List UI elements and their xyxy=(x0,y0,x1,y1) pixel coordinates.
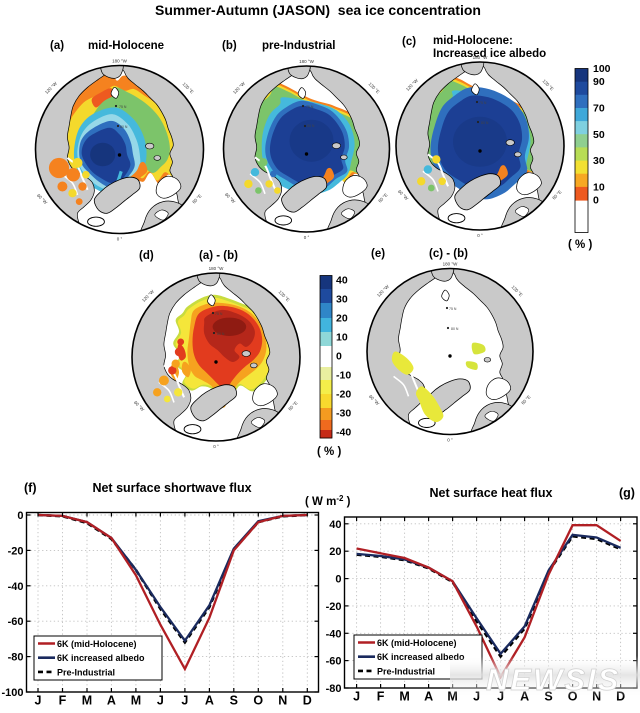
svg-text:80 N: 80 N xyxy=(120,125,128,129)
svg-text:-60: -60 xyxy=(8,616,24,628)
svg-text:D: D xyxy=(303,694,312,708)
svg-text:180 °W: 180 °W xyxy=(299,59,315,64)
svg-text:-60: -60 xyxy=(326,656,342,668)
svg-text:Pre-Industrial: Pre-Industrial xyxy=(377,666,435,676)
svg-text:-10: -10 xyxy=(336,370,351,382)
svg-text:75 N: 75 N xyxy=(306,105,314,109)
svg-text:-40: -40 xyxy=(8,581,24,593)
svg-text:75 N: 75 N xyxy=(215,312,223,316)
svg-text:180 °W: 180 °W xyxy=(443,262,459,267)
svg-text:J: J xyxy=(157,694,164,708)
svg-text:F: F xyxy=(377,690,385,704)
svg-text:NEWSIS: NEWSIS xyxy=(486,662,620,697)
svg-text:(c): (c) xyxy=(402,36,416,48)
svg-text:0: 0 xyxy=(335,574,341,586)
svg-text:S: S xyxy=(230,694,238,708)
svg-text:M: M xyxy=(131,694,141,708)
svg-text:(a) - (b): (a) - (b) xyxy=(199,250,238,262)
svg-text:40: 40 xyxy=(336,275,348,287)
svg-text:J: J xyxy=(35,694,42,708)
svg-text:30: 30 xyxy=(593,155,605,167)
svg-text:80 N: 80 N xyxy=(307,124,315,128)
svg-text:-30: -30 xyxy=(336,408,351,420)
svg-text:10: 10 xyxy=(336,332,348,344)
svg-text:(c) - (b): (c) - (b) xyxy=(429,248,468,260)
svg-text:-20: -20 xyxy=(336,389,351,401)
svg-text:0: 0 xyxy=(336,351,342,363)
svg-text:O: O xyxy=(253,694,263,708)
svg-text:80 N: 80 N xyxy=(451,327,459,331)
svg-text:80 N: 80 N xyxy=(481,121,489,125)
svg-text:Net surface shortwave flux: Net surface shortwave flux xyxy=(92,481,251,495)
svg-text:60 °E: 60 °E xyxy=(377,192,388,203)
svg-text:180 °W: 180 °W xyxy=(473,55,489,60)
svg-text:(f): (f) xyxy=(24,481,37,495)
svg-text:0 °: 0 ° xyxy=(304,235,310,240)
svg-text:(d): (d) xyxy=(139,250,154,262)
svg-text:180 °W: 180 °W xyxy=(112,59,128,64)
svg-text:0 °: 0 ° xyxy=(477,233,483,238)
svg-text:6K increased albedo: 6K increased albedo xyxy=(377,652,465,662)
svg-text:A: A xyxy=(424,690,433,704)
svg-text:mid-Holocene:: mid-Holocene: xyxy=(433,35,513,47)
svg-text:(e): (e) xyxy=(371,248,385,260)
svg-text:100: 100 xyxy=(593,63,611,75)
svg-text:M: M xyxy=(82,694,92,708)
svg-text:( W m-2 ): ( W m-2 ) xyxy=(305,494,351,508)
svg-text:(a): (a) xyxy=(50,40,64,52)
svg-text:30: 30 xyxy=(336,294,348,306)
svg-text:75 N: 75 N xyxy=(479,101,487,105)
svg-text:0: 0 xyxy=(17,510,23,522)
svg-text:6K increased albedo: 6K increased albedo xyxy=(57,653,145,663)
svg-text:( % ): ( % ) xyxy=(568,239,592,251)
svg-text:-20: -20 xyxy=(326,601,342,613)
svg-text:Summer-Autumn (JASON) sea ice: Summer-Autumn (JASON) sea ice concentrat… xyxy=(155,2,481,18)
svg-text:0 °: 0 ° xyxy=(447,438,453,443)
svg-text:J: J xyxy=(353,690,360,704)
svg-text:( % ): ( % ) xyxy=(317,446,341,458)
svg-text:pre-Industrial: pre-Industrial xyxy=(262,40,335,52)
svg-text:75 N: 75 N xyxy=(449,307,457,311)
svg-text:-40: -40 xyxy=(326,628,342,640)
svg-text:(g): (g) xyxy=(619,486,635,500)
svg-text:M: M xyxy=(399,690,409,704)
svg-text:-80: -80 xyxy=(326,683,342,695)
svg-text:20: 20 xyxy=(329,546,341,558)
svg-text:-40: -40 xyxy=(336,427,351,439)
svg-text:90: 90 xyxy=(593,76,605,88)
svg-text:60 °E: 60 °E xyxy=(520,394,531,405)
svg-text:180 °W: 180 °W xyxy=(209,266,225,271)
svg-text:J: J xyxy=(181,694,188,708)
svg-text:70: 70 xyxy=(593,103,605,115)
svg-text:mid-Holocene: mid-Holocene xyxy=(88,40,164,52)
svg-text:-80: -80 xyxy=(8,652,24,664)
svg-text:60 °E: 60 °E xyxy=(191,193,202,204)
svg-text:F: F xyxy=(59,694,67,708)
svg-text:Net surface heat flux: Net surface heat flux xyxy=(430,486,553,500)
svg-text:40: 40 xyxy=(329,519,341,531)
svg-text:20: 20 xyxy=(336,313,348,325)
svg-text:0 °: 0 ° xyxy=(117,237,123,242)
svg-text:0 °: 0 ° xyxy=(213,444,219,449)
svg-text:6K (mid-Holocene): 6K (mid-Holocene) xyxy=(57,639,137,649)
svg-text:A: A xyxy=(205,694,214,708)
svg-text:75 N: 75 N xyxy=(119,105,127,109)
svg-text:60 °E: 60 °E xyxy=(551,189,562,200)
svg-text:Increased ice albedo: Increased ice albedo xyxy=(433,48,546,60)
svg-text:A: A xyxy=(107,694,116,708)
svg-text:6K (mid-Holocene): 6K (mid-Holocene) xyxy=(377,638,457,648)
svg-text:N: N xyxy=(278,694,287,708)
svg-text:(b): (b) xyxy=(222,40,237,52)
svg-text:60 °E: 60 °E xyxy=(287,400,298,411)
svg-text:10: 10 xyxy=(593,181,605,193)
svg-text:80 N: 80 N xyxy=(217,332,225,336)
svg-text:-20: -20 xyxy=(8,545,24,557)
svg-text:0: 0 xyxy=(593,195,599,207)
svg-text:50: 50 xyxy=(593,129,605,141)
svg-text:Pre-Industrial: Pre-Industrial xyxy=(57,667,115,677)
svg-text:-100: -100 xyxy=(1,687,23,699)
